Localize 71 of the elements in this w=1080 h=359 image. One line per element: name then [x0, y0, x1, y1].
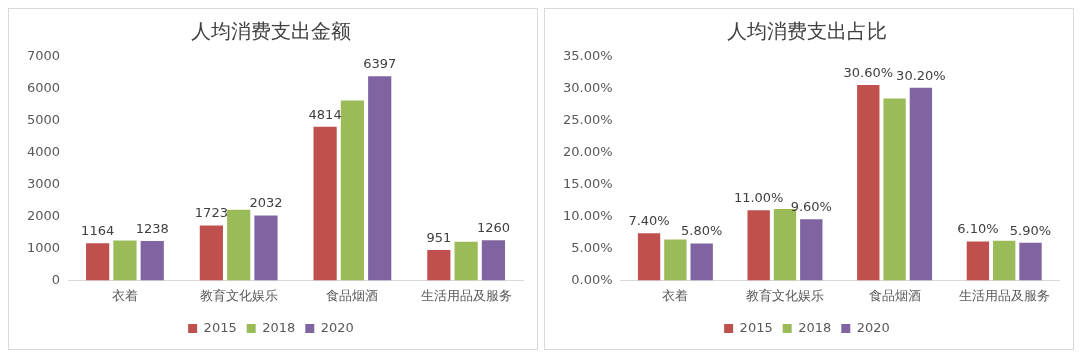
bar: [690, 243, 713, 281]
data-label: 1164: [81, 223, 115, 239]
bar: [454, 241, 478, 281]
data-label: 1260: [476, 220, 510, 236]
y-tick-label: 0: [51, 271, 61, 287]
bar: [883, 98, 906, 281]
bar: [140, 240, 164, 281]
x-tick-label: 衣着: [662, 287, 689, 303]
y-tick-label: 30.00%: [562, 80, 613, 96]
bar: [113, 240, 137, 281]
legend-label: 2018: [262, 319, 296, 335]
bar: [199, 225, 223, 281]
bar: [637, 233, 661, 281]
x-tick-label: 食品烟酒: [868, 287, 921, 303]
data-label: 6.10%: [957, 221, 999, 237]
bar: [254, 215, 278, 281]
y-tick-label: 15.00%: [562, 176, 613, 192]
x-tick-label: 教育文化娱乐: [199, 287, 278, 303]
bar: [747, 210, 770, 281]
x-tick-label: 生活用品及服务: [420, 287, 512, 303]
y-tick-label: 0.00%: [571, 271, 613, 287]
data-label: 1723: [194, 205, 228, 221]
bar: [966, 241, 990, 281]
y-tick-label: 4000: [26, 144, 61, 160]
y-tick-label: 1000: [26, 239, 61, 255]
y-tick-label: 2000: [26, 207, 61, 223]
data-label: 30.20%: [896, 67, 946, 83]
y-tick-label: 10.00%: [562, 207, 613, 223]
y-tick-label: 5000: [26, 112, 61, 128]
data-label: 11.00%: [733, 190, 784, 206]
data-label: 6397: [363, 56, 397, 72]
data-label: 4814: [308, 106, 342, 122]
y-tick-label: 3000: [26, 176, 61, 192]
bar: [664, 239, 687, 281]
bar: [993, 240, 1016, 281]
data-label: 2032: [249, 195, 283, 211]
y-tick-label: 7000: [26, 48, 61, 64]
y-tick-label: 5.00%: [571, 239, 613, 255]
bar: [368, 76, 392, 281]
bar: [86, 243, 110, 281]
data-label: 1238: [135, 220, 169, 236]
bar: [427, 250, 451, 281]
y-tick-label: 6000: [26, 80, 61, 96]
data-label: 7.40%: [628, 213, 670, 229]
data-label: 9.60%: [790, 199, 832, 214]
bar: [1019, 242, 1042, 281]
x-tick-label: 教育文化娱乐: [745, 287, 824, 303]
legend-label: 2015: [203, 319, 237, 335]
legend-label: 2018: [798, 319, 832, 335]
legend-label: 2020: [320, 319, 354, 335]
legend-label: 2020: [856, 319, 890, 335]
chart-title: 人均消费支出占比: [727, 19, 887, 44]
data-label: 30.60%: [843, 64, 894, 80]
y-tick-label: 25.00%: [562, 112, 613, 128]
y-tick-label: 35.00%: [562, 48, 613, 64]
y-tick-label: 20.00%: [562, 144, 613, 160]
x-tick-label: 生活用品及服务: [958, 287, 1050, 303]
bar: [800, 219, 823, 281]
x-tick-label: 衣着: [111, 287, 138, 303]
bar: [909, 87, 933, 281]
data-label: 951: [426, 229, 452, 245]
bar: [481, 240, 506, 281]
x-tick-label: 食品烟酒: [326, 287, 379, 303]
bar: [313, 126, 337, 281]
data-label: 5.90%: [1009, 222, 1052, 238]
bar: [227, 209, 251, 281]
bar: [857, 85, 880, 281]
bar: [340, 100, 365, 281]
legend-label: 2015: [739, 319, 773, 335]
chart-title: 人均消费支出金额: [191, 19, 351, 44]
data-label: 5.80%: [681, 223, 723, 239]
